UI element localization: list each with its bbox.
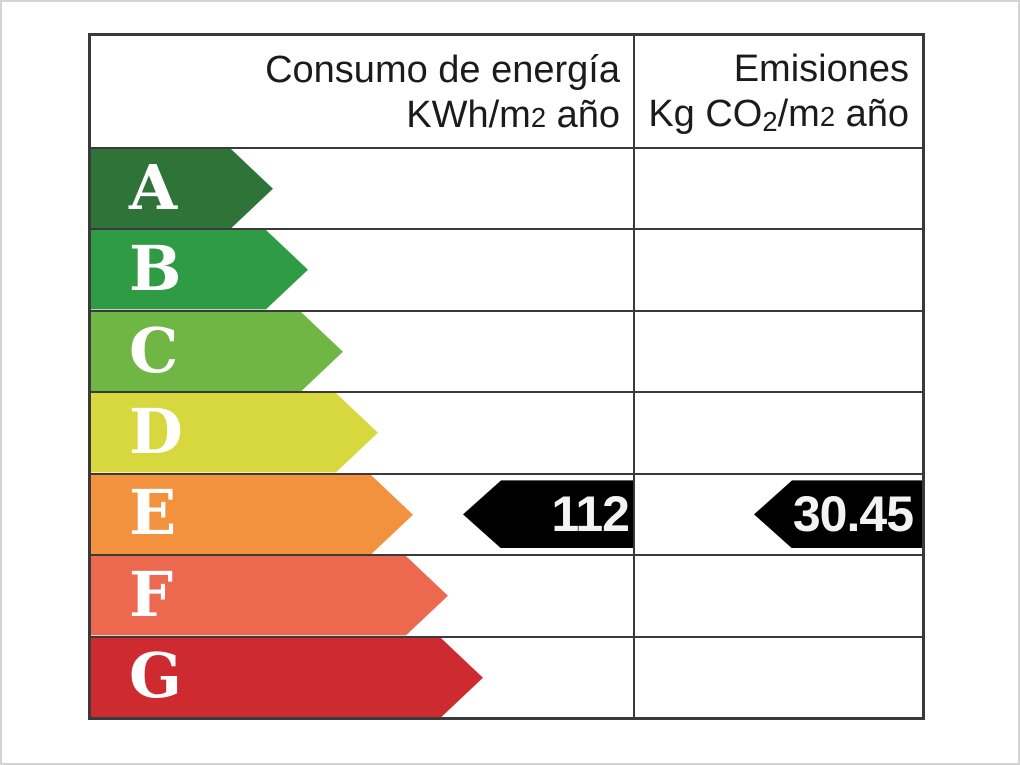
rating-bar-b (91, 230, 308, 310)
rating-row-f-emisiones-cell (635, 556, 922, 635)
rating-row-b-emisiones-cell (635, 230, 922, 309)
rating-table: Consumo de energía KWh/m2 año Emisiones … (88, 33, 925, 720)
emisiones-unit: Kg CO2/m2 año (648, 92, 909, 137)
rating-row-c-emisiones-cell (635, 312, 922, 391)
rating-bar-g (91, 637, 483, 717)
consumo-unit: KWh/m2 año (406, 93, 620, 136)
rating-row-b: B (91, 230, 922, 312)
rating-row-c: C (91, 311, 922, 394)
rating-row-a-emisiones-cell (635, 149, 922, 228)
rating-row-g: G (91, 637, 922, 717)
rating-rows: A B C D (91, 149, 922, 717)
rating-row-g-emisiones-cell (635, 638, 922, 717)
rating-row-f: F (91, 556, 922, 638)
consumo-title: Consumo de energía (265, 48, 620, 91)
rating-row-e-emisiones-cell: 30.45 (635, 475, 922, 554)
consumo-value: 112 (551, 486, 630, 543)
emisiones-value: 30.45 (792, 486, 914, 543)
rating-letter-f: F (129, 557, 174, 631)
emisiones-value-arrow-icon: 30.45 (754, 480, 922, 549)
rating-bar-d (91, 393, 378, 473)
rating-row-g-consumo-cell: G (91, 637, 635, 717)
rating-letter-d: D (129, 394, 183, 468)
rating-bar-a (91, 149, 273, 229)
emisiones-title: Emisiones (733, 47, 909, 90)
rating-bar-e (91, 474, 413, 555)
table-header: Consumo de energía KWh/m2 año Emisiones … (91, 36, 922, 149)
rating-bar-f (91, 556, 448, 636)
rating-row-f-consumo-cell: F (91, 556, 635, 636)
rating-row-c-consumo-cell: C (91, 311, 635, 392)
rating-row-d-emisiones-cell (635, 393, 922, 472)
rating-letter-a: A (129, 150, 178, 224)
rating-row-d: D (91, 393, 922, 475)
rating-row-d-consumo-cell: D (91, 393, 635, 473)
consumo-header: Consumo de energía KWh/m2 año (91, 36, 635, 147)
rating-letter-g: G (129, 638, 182, 712)
consumo-value-arrow-icon: 112 (463, 480, 633, 549)
rating-row-e: E 112 30.45 (91, 474, 922, 557)
rating-row-e-consumo-cell: E 112 (91, 474, 635, 555)
rating-row-a: A (91, 149, 922, 231)
rating-letter-c: C (129, 313, 179, 387)
rating-letter-b: B (129, 231, 182, 305)
rating-letter-e: E (129, 476, 177, 550)
rating-row-a-consumo-cell: A (91, 149, 635, 229)
rating-bar-c (91, 311, 343, 392)
emisiones-header: Emisiones Kg CO2/m2 año (635, 36, 922, 147)
rating-row-b-consumo-cell: B (91, 230, 635, 310)
